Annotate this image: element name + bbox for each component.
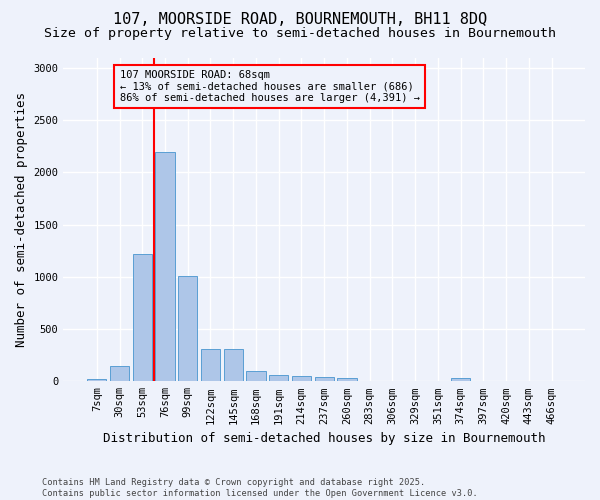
Bar <box>155 152 175 382</box>
Bar <box>451 378 470 382</box>
Text: Contains HM Land Registry data © Crown copyright and database right 2025.
Contai: Contains HM Land Registry data © Crown c… <box>42 478 478 498</box>
Bar <box>133 254 152 382</box>
Bar <box>247 371 266 382</box>
Bar <box>178 276 197 382</box>
Bar <box>201 349 220 382</box>
Bar <box>224 349 243 382</box>
Text: Size of property relative to semi-detached houses in Bournemouth: Size of property relative to semi-detach… <box>44 28 556 40</box>
Y-axis label: Number of semi-detached properties: Number of semi-detached properties <box>15 92 28 347</box>
Bar <box>110 366 129 382</box>
Bar <box>314 377 334 382</box>
Text: 107 MOORSIDE ROAD: 68sqm
← 13% of semi-detached houses are smaller (686)
86% of : 107 MOORSIDE ROAD: 68sqm ← 13% of semi-d… <box>119 70 419 103</box>
Bar <box>269 375 289 382</box>
Bar <box>337 378 356 382</box>
Text: 107, MOORSIDE ROAD, BOURNEMOUTH, BH11 8DQ: 107, MOORSIDE ROAD, BOURNEMOUTH, BH11 8D… <box>113 12 487 28</box>
X-axis label: Distribution of semi-detached houses by size in Bournemouth: Distribution of semi-detached houses by … <box>103 432 545 445</box>
Bar <box>292 376 311 382</box>
Bar <box>87 379 106 382</box>
